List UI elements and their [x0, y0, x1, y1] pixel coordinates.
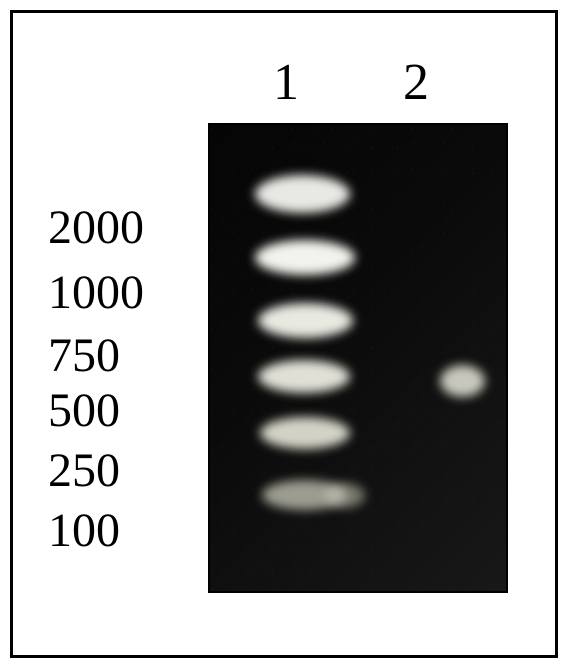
lane1-band-2	[258, 303, 353, 338]
lane1-band-3	[258, 360, 350, 393]
lane1-band-4	[260, 417, 350, 449]
lane-label-2: 2	[403, 53, 429, 112]
gel-figure: 1 2 2000 1000 750500250100	[10, 10, 558, 658]
lane-label-1: 1	[273, 53, 299, 112]
gel-image	[208, 123, 508, 593]
size-label-2000: 2000	[48, 200, 144, 255]
lane1-band-6	[325, 483, 365, 508]
lane1-band-0	[255, 175, 350, 213]
size-label-750: 750	[48, 328, 120, 383]
lane2-band-0	[440, 365, 485, 397]
size-label-500: 500	[48, 383, 120, 438]
size-label-1000: 1000	[48, 265, 144, 320]
lane1-band-1	[255, 240, 355, 275]
size-label-100: 100	[48, 503, 120, 558]
size-label-250: 250	[48, 443, 120, 498]
